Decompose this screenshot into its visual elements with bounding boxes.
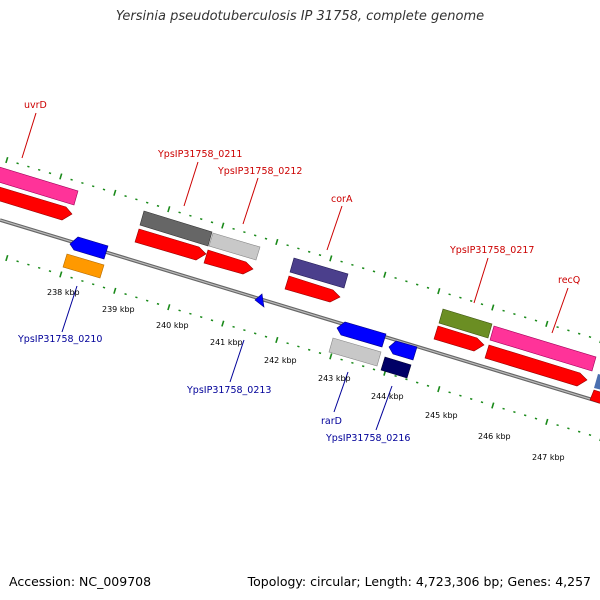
major-tick	[221, 222, 225, 229]
gene-rarD-feature	[328, 337, 382, 367]
gene-label-uvrD: uvrD	[24, 100, 47, 111]
gene-YpsIP31758_0212[interactable]	[203, 232, 261, 275]
gene-YpsIP31758_0212-cds-arrow	[203, 249, 254, 275]
gene-corA[interactable]	[284, 257, 349, 303]
major-tick	[491, 304, 495, 311]
major-tick	[167, 206, 171, 213]
gene-uvrD[interactable]	[0, 166, 79, 221]
gene-YpsIP31758_0210[interactable]	[62, 236, 109, 279]
major-tick	[437, 385, 441, 393]
forward-gene-labels: uvrD YpsIP31758_0211 YpsIP31758_0212 cor…	[24, 100, 580, 286]
gene-YpsIP31758_0213-cds-arrow	[254, 293, 265, 308]
major-tick	[329, 255, 333, 262]
gene-partial-right-cds-arrow	[589, 389, 600, 404]
scale-label: 241 kbp	[210, 338, 243, 347]
footer-topology: Topology: circular; Length: 4,723,306 bp…	[247, 574, 591, 589]
gene-uvrD-cds-arrow	[0, 186, 73, 221]
scale-label: 244 kbp	[371, 392, 404, 401]
major-tick	[5, 254, 9, 262]
scale-labels: 238 kbp 239 kbp 240 kbp 241 kbp 242 kbp …	[47, 288, 565, 462]
gene-recQ-feature	[489, 325, 597, 372]
major-tick	[545, 418, 549, 425]
gene-corA-feature	[289, 257, 349, 289]
scale-label: 245 kbp	[425, 411, 458, 420]
major-tick	[275, 336, 279, 344]
gene-rarD-cds-arrow	[336, 321, 387, 348]
major-tick	[113, 189, 117, 196]
major-tick	[383, 271, 387, 278]
gene-YpsIP31758_0217[interactable]	[433, 308, 493, 352]
scale-label: 242 kbp	[264, 356, 297, 365]
footer-accession: Accession: NC_009708	[9, 574, 152, 589]
scale-label: 240 kbp	[156, 321, 189, 330]
gene-YpsIP31758_0216-cds-arrow	[388, 340, 418, 361]
map-title: Yersinia pseudotuberculosis IP 31758, co…	[115, 9, 485, 24]
gene-rarD[interactable]	[328, 321, 387, 367]
gene-label-YpsIP31758_0216: YpsIP31758_0216	[325, 433, 410, 444]
gene-uvrD-feature	[0, 166, 79, 206]
scale-label: 238 kbp	[47, 288, 80, 297]
inner-tick-row	[5, 254, 600, 442]
gene-recQ[interactable]	[484, 325, 597, 387]
major-tick	[5, 156, 9, 164]
major-tick	[491, 402, 495, 409]
gene-YpsIP31758_0211[interactable]	[134, 210, 213, 261]
scale-label: 243 kbp	[318, 374, 351, 383]
reverse-gene-labels: YpsIP31758_0210 YpsIP31758_0213 rarD Yps…	[17, 334, 410, 444]
gene-YpsIP31758_0216[interactable]	[380, 340, 418, 379]
major-tick	[59, 173, 63, 180]
gene-label-recQ: recQ	[558, 275, 580, 286]
gene-label-YpsIP31758_0213: YpsIP31758_0213	[186, 385, 271, 396]
gene-YpsIP31758_0217-cds-arrow	[433, 325, 485, 352]
major-tick	[275, 238, 279, 246]
gene-YpsIP31758_0210-feature	[62, 253, 105, 279]
gene-YpsIP31758_0212-feature	[208, 232, 261, 261]
major-tick	[59, 271, 63, 278]
major-tick	[167, 304, 171, 311]
gene-recQ-cds-arrow	[484, 344, 588, 387]
gene-YpsIP31758_0211-feature	[139, 210, 213, 247]
forward-gene-features	[0, 166, 600, 404]
gene-corA-cds-arrow	[284, 275, 341, 303]
gene-label-YpsIP31758_0210: YpsIP31758_0210	[17, 334, 102, 345]
gene-label-YpsIP31758_0211: YpsIP31758_0211	[157, 149, 242, 160]
gene-YpsIP31758_0210-cds-arrow	[69, 236, 109, 260]
gene-partial-right-feature	[594, 374, 600, 390]
major-tick	[113, 287, 117, 294]
forward-gene-leaders	[21, 112, 569, 334]
gene-label-rarD: rarD	[321, 416, 342, 427]
scale-label: 239 kbp	[102, 305, 135, 314]
major-tick	[221, 320, 225, 327]
gene-label-YpsIP31758_0217: YpsIP31758_0217	[449, 245, 534, 256]
outer-tick-row	[5, 156, 600, 344]
gene-label-corA: corA	[331, 194, 353, 205]
scale-label: 246 kbp	[478, 432, 511, 441]
major-tick	[329, 353, 333, 360]
gene-YpsIP31758_0211-cds-arrow	[134, 228, 207, 261]
major-tick	[437, 287, 441, 295]
gene-YpsIP31758_0217-feature	[438, 308, 493, 339]
reverse-gene-leaders	[61, 285, 393, 431]
gene-label-YpsIP31758_0212: YpsIP31758_0212	[217, 166, 302, 177]
scale-label: 247 kbp	[532, 453, 565, 462]
major-tick	[545, 320, 549, 327]
gene-YpsIP31758_0213[interactable]	[254, 293, 265, 308]
reverse-gene-features	[62, 236, 418, 379]
gene-YpsIP31758_0216-feature	[380, 356, 412, 379]
